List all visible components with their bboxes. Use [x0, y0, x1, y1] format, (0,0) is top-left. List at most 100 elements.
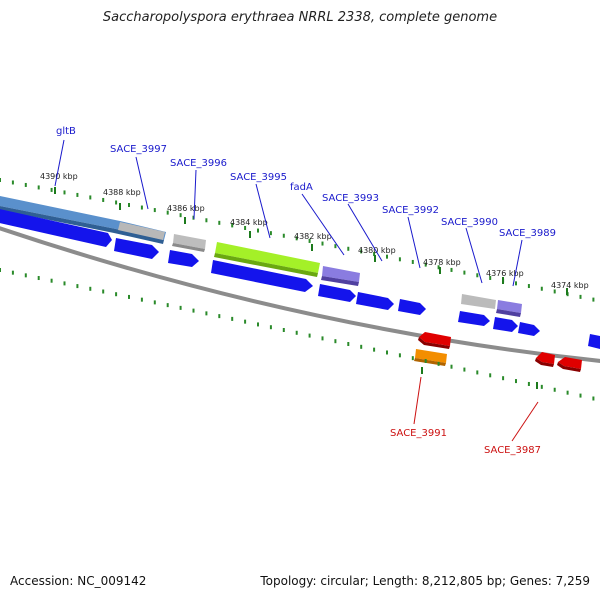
minor-tick — [37, 185, 40, 190]
feature-sace3996[interactable] — [173, 234, 206, 249]
leader-line — [54, 139, 65, 187]
tick-label: 4384 kbp — [230, 218, 268, 227]
label-sace3996[interactable]: SACE_3996 — [170, 158, 227, 169]
leader-line — [465, 227, 483, 284]
label-sace3995[interactable]: SACE_3995 — [230, 172, 287, 183]
minor-tick — [527, 284, 530, 289]
cds-arrow[interactable] — [458, 311, 490, 326]
leader-line — [511, 401, 539, 442]
minor-tick — [179, 213, 182, 218]
minor-tick — [166, 303, 169, 308]
leader-line — [413, 376, 422, 425]
minor-tick — [244, 225, 247, 230]
feature-sace3990[interactable] — [461, 294, 496, 309]
minor-tick — [540, 384, 543, 389]
accession-text: Accession: NC_009142 — [10, 574, 147, 588]
feature-sace3995-shade — [214, 253, 318, 277]
reverse-cds — [414, 332, 582, 372]
tick-label: 4374 kbp — [551, 281, 589, 290]
minor-tick — [128, 203, 130, 208]
minor-tick — [553, 387, 556, 392]
minor-tick — [360, 344, 363, 349]
minor-tick — [592, 297, 595, 302]
minor-tick — [179, 305, 182, 310]
minor-tick — [321, 336, 324, 341]
minor-tick — [89, 286, 92, 291]
minor-tick — [553, 289, 556, 294]
minor-tick — [102, 289, 105, 294]
feature-sace3989[interactable] — [497, 300, 522, 313]
minor-tick — [373, 347, 376, 352]
minor-tick — [476, 273, 479, 278]
minor-tick — [63, 281, 66, 286]
forward-features — [0, 196, 522, 317]
map-title: Saccharopolyspora erythraea NRRL 2338, c… — [102, 10, 498, 25]
cds-arrow[interactable] — [588, 334, 600, 349]
label-sace3990[interactable]: SACE_3990 — [441, 217, 498, 228]
minor-tick — [192, 215, 195, 220]
feature-sace3997[interactable] — [118, 222, 165, 240]
cds-arrow[interactable] — [114, 238, 159, 259]
minor-tick — [115, 200, 118, 205]
cds-arrow[interactable] — [211, 260, 313, 292]
tick-label: 4376 kbp — [486, 269, 524, 278]
label-fada[interactable]: fadA — [290, 182, 313, 193]
reverse-labels: SACE_3991 SACE_3987 — [390, 376, 541, 456]
cds-sace3987b-shade — [557, 362, 581, 372]
minor-tick — [11, 270, 14, 275]
minor-tick — [321, 241, 324, 246]
minor-tick — [269, 231, 272, 236]
minor-tick — [398, 257, 401, 262]
leader-line — [255, 183, 271, 239]
minor-tick — [476, 370, 479, 375]
minor-tick — [24, 273, 27, 278]
minor-tick — [398, 353, 401, 358]
label-sace3989[interactable]: SACE_3989 — [499, 228, 556, 239]
leader-line — [193, 169, 197, 220]
cds-arrow[interactable] — [356, 292, 394, 310]
leader-line — [347, 203, 383, 262]
scale-track-inner — [0, 268, 595, 401]
minor-tick — [153, 300, 156, 305]
forward-labels: gltB SACE_3997 SACE_3996 SACE_3995 fadA … — [54, 126, 556, 287]
label-sace3992[interactable]: SACE_3992 — [382, 205, 439, 216]
cds-sace3987a[interactable] — [536, 352, 555, 364]
feature-fada-shade — [321, 276, 359, 286]
cds-arrow[interactable] — [518, 322, 540, 336]
cds-orange[interactable] — [415, 349, 447, 363]
cds-sace3987a-shade — [535, 358, 554, 367]
minor-tick — [373, 252, 376, 257]
minor-tick — [463, 367, 466, 372]
cds-arrow[interactable] — [493, 317, 518, 332]
cds-arrow[interactable] — [398, 299, 426, 315]
feature-fada[interactable] — [322, 266, 360, 282]
minor-tick — [502, 376, 505, 381]
minor-tick — [50, 278, 53, 283]
label-sace3997[interactable]: SACE_3997 — [110, 144, 167, 155]
cds-sace3991[interactable] — [419, 332, 451, 346]
minor-tick — [140, 297, 143, 302]
minor-tick — [76, 192, 79, 197]
cds-arrow[interactable] — [318, 284, 356, 302]
minor-tick — [566, 390, 569, 395]
minor-tick — [115, 292, 118, 297]
minor-tick — [295, 330, 298, 335]
minor-tick — [37, 276, 40, 281]
feature-sace3996-shade — [172, 243, 205, 252]
label-sace3991[interactable]: SACE_3991 — [390, 428, 447, 439]
minor-tick — [192, 308, 195, 313]
minor-tick — [153, 208, 156, 213]
label-sace3987[interactable]: SACE_3987 — [484, 445, 541, 456]
label-sace3993[interactable]: SACE_3993 — [322, 193, 379, 204]
cds-arrow[interactable] — [0, 208, 112, 247]
cds-arrow[interactable] — [168, 250, 199, 267]
minor-tick — [282, 327, 285, 332]
minor-tick — [450, 364, 453, 369]
label-gltb[interactable]: gltB — [56, 126, 76, 137]
minor-tick — [489, 275, 492, 280]
minor-tick — [231, 316, 234, 321]
minor-tick — [102, 197, 105, 202]
feature-sace3995[interactable] — [215, 242, 320, 273]
minor-tick — [257, 322, 259, 327]
